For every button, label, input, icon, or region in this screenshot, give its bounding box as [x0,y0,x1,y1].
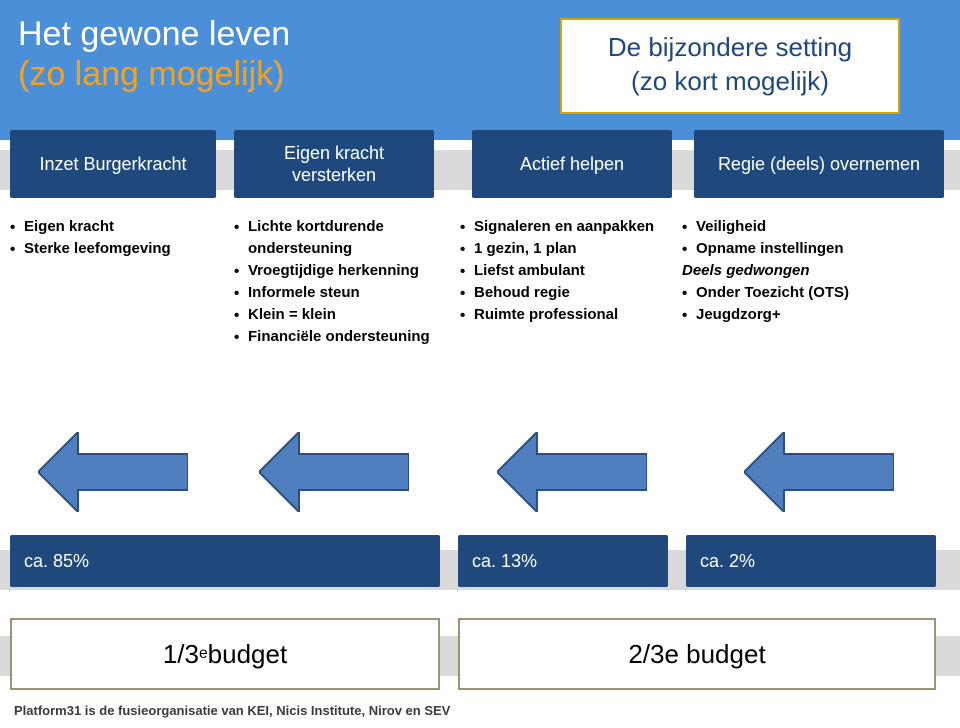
bullets-row: Eigen krachtSterke leefomgeving Lichte k… [0,206,960,348]
list-item: 1 gezin, 1 plan [460,238,672,260]
arrow-col2 [234,432,434,512]
bullets-col3: Signaleren en aanpakken1 gezin, 1 planLi… [460,206,672,348]
bullets-col4: VeiligheidOpname instellingenDeels gedwo… [682,206,942,348]
header-col3: Actief helpen [472,130,672,198]
title-left-line1: Het gewone leven [18,15,290,53]
budget-2: 2/3e budget [458,618,936,690]
pct-1: ca. 85% [10,535,440,587]
title-left-line2: (zo lang mogelijk) [18,55,284,93]
arrow-col3 [472,432,672,512]
list-item: Onder Toezicht (OTS) [682,282,942,304]
title-right-line2: (zo kort mogelijk) [631,66,829,96]
header-col4: Regie (deels) overnemen [694,130,944,198]
list-item: Vroegtijdige herkenning [234,260,434,282]
list-item: Liefst ambulant [460,260,672,282]
column-headers: Inzet Burgerkracht Eigen kracht versterk… [0,130,960,198]
header-col1: Inzet Burgerkracht [10,130,216,198]
bullets-col1: Eigen krachtSterke leefomgeving [10,206,216,348]
list-item: Opname instellingen [682,238,942,260]
list-item: Informele steun [234,282,434,304]
list-item: Veiligheid [682,216,942,238]
list-item: Eigen kracht [10,216,216,238]
list-item: Jeugdzorg+ [682,304,942,326]
italic-line: Deels gedwongen [682,260,942,282]
pct-row: ca. 85% ca. 13% ca. 2% [0,535,960,587]
list-item: Ruimte professional [460,304,672,326]
title-right-box: De bijzondere setting (zo kort mogelijk) [560,18,900,114]
budget-1: 1/3e budget [10,618,440,690]
header-band: Het gewone leven (zo lang mogelijk) De b… [0,0,960,140]
pct-4: ca. 2% [686,535,936,587]
list-item: Sterke leefomgeving [10,238,216,260]
footer-text: Platform31 is de fusieorganisatie van KE… [14,703,450,718]
title-left: Het gewone leven (zo lang mogelijk) [18,14,290,94]
list-item: Signaleren en aanpakken [460,216,672,238]
bullets-col2: Lichte kortdurende ondersteuningVroegtij… [234,206,434,348]
arrow-col1 [10,432,216,512]
header-col2: Eigen kracht versterken [234,130,434,198]
title-right-line1: De bijzondere setting [608,32,852,62]
list-item: Behoud regie [460,282,672,304]
list-item: Klein = klein [234,304,434,326]
list-item: Lichte kortdurende ondersteuning [234,216,434,260]
arrow-col4 [694,432,944,512]
arrows-row [0,432,960,512]
pct-3: ca. 13% [458,535,668,587]
budget-row: 1/3e budget 2/3e budget [0,618,960,690]
list-item: Financiële ondersteuning [234,326,434,348]
